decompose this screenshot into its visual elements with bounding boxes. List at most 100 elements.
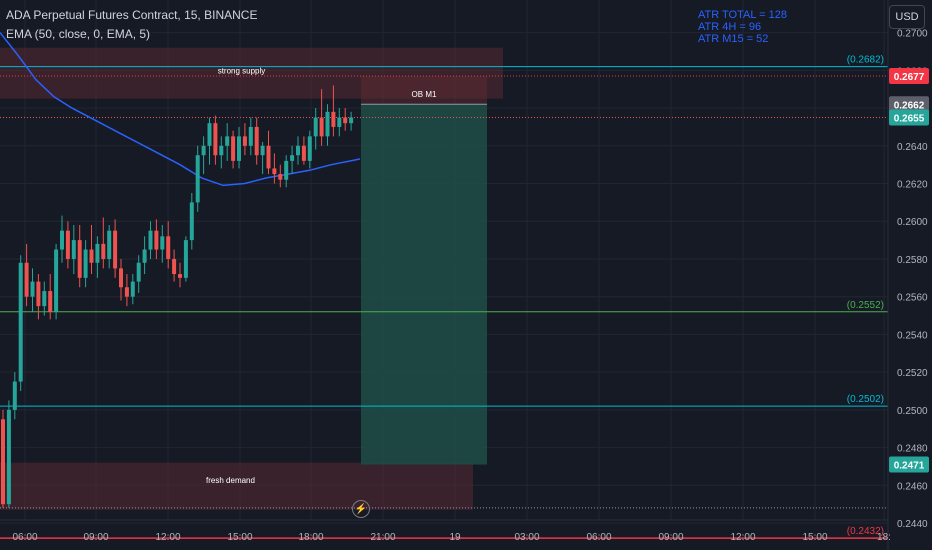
candle-body bbox=[325, 111, 330, 137]
x-tick-label: 18: bbox=[877, 532, 891, 543]
price-tag-label: 0.2655 bbox=[894, 114, 925, 125]
candle-body bbox=[89, 249, 94, 263]
candle bbox=[160, 225, 165, 263]
zone-label: fresh demand bbox=[206, 476, 255, 485]
position-target-box bbox=[361, 104, 487, 465]
candle bbox=[154, 219, 159, 259]
atr-m15-label: ATR M15 = 52 bbox=[698, 33, 769, 45]
x-tick-label: 06:00 bbox=[586, 532, 611, 543]
price-tag bbox=[889, 68, 929, 85]
candle bbox=[325, 104, 330, 146]
candle bbox=[83, 240, 88, 288]
level-label: (0.2552) bbox=[847, 300, 884, 311]
candle-body bbox=[142, 249, 147, 263]
candle bbox=[12, 372, 17, 420]
candle-body bbox=[60, 230, 64, 250]
x-tick-label: 12:00 bbox=[730, 532, 755, 543]
candle-body bbox=[201, 145, 206, 156]
x-tick-label: 15:00 bbox=[802, 532, 827, 543]
candle bbox=[36, 274, 41, 320]
ema-indicator-label[interactable]: EMA (50, close, 0, EMA, 5) bbox=[6, 27, 151, 41]
candle bbox=[124, 274, 129, 307]
y-tick-label: 0.2640 bbox=[897, 142, 928, 153]
x-tick-label: 09:00 bbox=[83, 532, 108, 543]
candle bbox=[113, 219, 118, 278]
candle-body bbox=[278, 174, 283, 180]
candle bbox=[1, 409, 5, 508]
currency-button[interactable]: USD bbox=[889, 5, 925, 29]
candle bbox=[260, 142, 265, 175]
price-tag bbox=[889, 456, 929, 473]
candle-body bbox=[1, 419, 5, 505]
y-tick-label: 0.2560 bbox=[897, 293, 928, 304]
candle bbox=[319, 89, 324, 146]
candle-body bbox=[12, 381, 17, 410]
candle-body bbox=[95, 243, 100, 263]
y-tick-label: 0.2540 bbox=[897, 330, 928, 341]
level-label: (0.2502) bbox=[847, 394, 884, 405]
lightning-icon[interactable]: ⚡ bbox=[352, 500, 370, 518]
candle-body bbox=[54, 249, 59, 312]
candle bbox=[71, 225, 76, 275]
candle bbox=[6, 400, 11, 508]
candle-body bbox=[107, 230, 112, 259]
candle bbox=[207, 117, 212, 165]
price-tag bbox=[889, 96, 929, 113]
candle-body bbox=[284, 160, 289, 180]
y-tick-label: 0.2520 bbox=[897, 368, 928, 379]
candle bbox=[195, 145, 200, 212]
candle-body bbox=[307, 136, 312, 161]
candle bbox=[266, 130, 271, 175]
x-tick-label: 06:00 bbox=[12, 532, 37, 543]
candle-body bbox=[266, 145, 271, 169]
candle bbox=[284, 155, 289, 188]
y-tick-label: 0.2480 bbox=[897, 444, 928, 455]
candle bbox=[148, 221, 153, 259]
candle-body bbox=[301, 145, 306, 161]
candle bbox=[136, 255, 141, 293]
candle bbox=[48, 274, 53, 320]
x-tick-label: 12:00 bbox=[155, 532, 180, 543]
zone-box bbox=[361, 76, 487, 105]
candle-body bbox=[290, 155, 295, 161]
candle-body bbox=[219, 145, 224, 156]
candle bbox=[107, 225, 112, 269]
candle bbox=[101, 217, 106, 269]
candle-body bbox=[172, 258, 177, 275]
y-tick-label: 0.2500 bbox=[897, 406, 928, 417]
candle-body bbox=[36, 281, 41, 307]
candle bbox=[219, 136, 224, 169]
candle-body bbox=[242, 136, 247, 146]
candle bbox=[119, 258, 123, 301]
candle-body bbox=[349, 117, 354, 124]
candle-body bbox=[24, 262, 29, 297]
candle bbox=[331, 85, 336, 137]
x-tick-label: 03:00 bbox=[514, 532, 539, 543]
candle-body bbox=[101, 243, 106, 259]
candle-body bbox=[160, 236, 165, 250]
candle bbox=[54, 243, 59, 320]
candle-body bbox=[42, 291, 47, 307]
y-tick-label: 0.2600 bbox=[897, 217, 928, 228]
atr-total-label: ATR TOTAL = 128 bbox=[698, 9, 787, 21]
candle-body bbox=[237, 136, 241, 161]
candle-body bbox=[6, 409, 11, 505]
candle bbox=[42, 281, 47, 316]
candle-body bbox=[337, 117, 342, 127]
level-label: (0.2432) bbox=[847, 526, 884, 537]
x-tick-label: 19 bbox=[449, 532, 461, 543]
y-tick-label: 0.2460 bbox=[897, 481, 928, 492]
candle bbox=[242, 123, 247, 156]
candle-body bbox=[225, 136, 230, 146]
candle-body bbox=[130, 281, 135, 297]
candle-body bbox=[195, 155, 200, 203]
y-tick-label: 0.2440 bbox=[897, 519, 928, 530]
candle bbox=[290, 145, 295, 175]
candle bbox=[142, 236, 147, 275]
y-tick-label: 0.2580 bbox=[897, 255, 928, 266]
candle bbox=[183, 236, 188, 282]
candle-body bbox=[296, 145, 300, 156]
candle bbox=[231, 130, 236, 169]
candle bbox=[18, 255, 23, 391]
